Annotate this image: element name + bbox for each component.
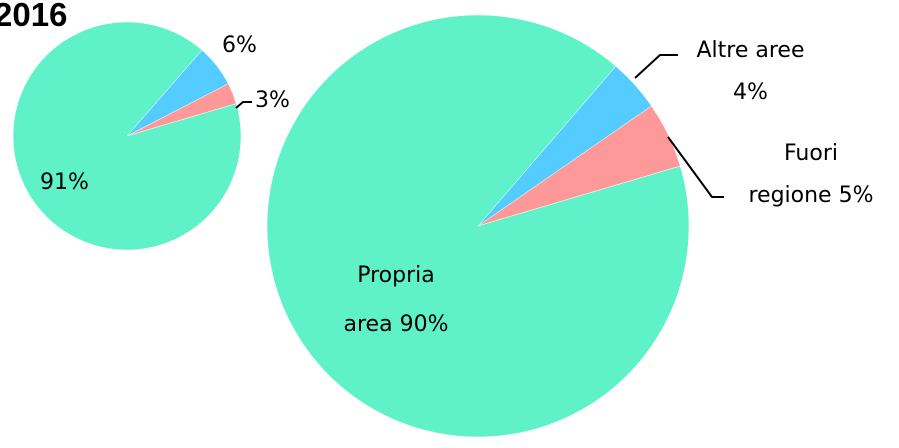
- slice-label-small-3pct: 3%: [255, 88, 290, 113]
- leader-lines: [235, 54, 724, 198]
- regione-word: regione: [748, 183, 832, 208]
- large-slice-propria-area: [266, 14, 690, 438]
- slice-label-propria-area-value: area 90%: [296, 312, 496, 337]
- slice-label-altre-aree-name: Altre aree: [696, 38, 805, 63]
- chart-title: 2016: [0, 0, 68, 33]
- slice-label-fuori-regione-value: regione 5%: [716, 183, 899, 208]
- slice-label-small-6pct: 6%: [222, 33, 257, 58]
- slice-label-altre-aree-value: 4%: [733, 80, 768, 105]
- small-slice-v91: [12, 21, 242, 251]
- area-word: area: [343, 312, 393, 337]
- propria-area-pct: 90%: [399, 312, 449, 337]
- slice-label-propria-area-name: Propria: [296, 263, 496, 288]
- fuori-word: Fuori: [783, 141, 838, 166]
- slice-label-fuori-regione-name: Fuori: [716, 141, 899, 166]
- slice-label-small-91pct: 91%: [40, 170, 89, 195]
- propria-word: Propria: [357, 263, 435, 288]
- leader-line-small-3pct: [235, 101, 252, 109]
- leader-line-fuori-regione: [667, 136, 724, 198]
- pie-chart-large: [266, 14, 690, 438]
- fuori-regione-pct: 5%: [838, 183, 874, 208]
- leader-line-altre-aree: [634, 54, 678, 79]
- pie-chart-small: [12, 21, 242, 251]
